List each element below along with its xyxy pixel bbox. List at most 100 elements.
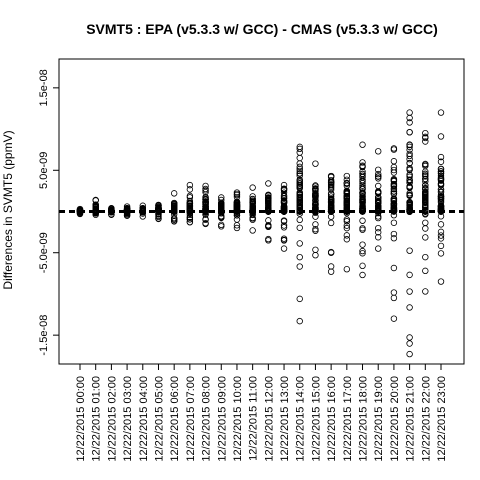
- data-point: [359, 217, 366, 224]
- data-point-min: [139, 213, 146, 220]
- data-point: [343, 188, 351, 196]
- data-point: [406, 190, 413, 197]
- data-point: [265, 195, 272, 202]
- data-point: [422, 194, 429, 202]
- data-point: [390, 230, 398, 238]
- data-point-min: [155, 215, 162, 223]
- data-point: [437, 177, 445, 184]
- data-point: [170, 203, 178, 210]
- data-point: [422, 267, 429, 275]
- data-point: [249, 216, 256, 223]
- data-point: [406, 179, 413, 186]
- data-point: [296, 184, 303, 191]
- data-point: [375, 166, 382, 173]
- data-point: [233, 193, 241, 201]
- data-point-min: [265, 237, 272, 244]
- data-point-min: [437, 278, 445, 285]
- data-point: [359, 159, 366, 166]
- data-point-min: [92, 211, 99, 218]
- data-point: [343, 216, 351, 223]
- data-point: [437, 153, 445, 161]
- data-point: [296, 149, 303, 156]
- data-point: [312, 192, 319, 199]
- y-tick-label: 5.0e-09: [38, 152, 50, 189]
- data-point: [437, 172, 445, 179]
- data-point: [375, 200, 382, 207]
- data-point-max: [155, 201, 162, 209]
- data-point: [390, 219, 398, 226]
- data-point: [422, 188, 429, 196]
- data-point: [327, 198, 335, 205]
- data-point: [406, 183, 413, 190]
- data-point: [359, 241, 366, 248]
- data-point: [375, 173, 382, 180]
- data-point: [422, 173, 429, 180]
- data-point: [249, 198, 256, 205]
- data-point: [233, 212, 241, 219]
- data-point-max: [343, 172, 351, 180]
- data-point: [406, 119, 413, 126]
- data-point: [390, 264, 398, 272]
- x-tick-label: 12/22/2015 03:00: [122, 376, 134, 462]
- x-axis: 12/22/2015 00:00 12/22/2015 01:00 12/22/20…: [75, 364, 448, 462]
- data-point: [375, 209, 382, 217]
- data-point: [280, 217, 288, 224]
- data-point: [155, 205, 162, 212]
- data-point: [296, 154, 303, 162]
- data-point: [406, 191, 413, 199]
- data-point: [296, 191, 303, 198]
- data-point: [406, 202, 413, 209]
- data-point: [359, 182, 366, 189]
- data-point: [343, 209, 351, 217]
- x-tick-label: 12/22/2015 15:00: [310, 376, 322, 462]
- x-tick-label: 12/22/2015 13:00: [279, 376, 291, 462]
- data-point: [312, 182, 319, 189]
- data-point: [422, 253, 429, 261]
- data-point: [343, 182, 351, 189]
- x-tick-label: 12/22/2015 10:00: [232, 376, 244, 462]
- x-tick-label: 12/22/2015 23:00: [436, 376, 448, 462]
- data-point: [422, 178, 429, 185]
- data-point: [296, 240, 303, 247]
- data-point: [406, 288, 413, 295]
- data-point-min: [327, 268, 335, 275]
- x-tick-label: 12/22/2015 06:00: [169, 376, 181, 462]
- data-point: [422, 168, 429, 175]
- data-point: [390, 176, 398, 183]
- data-point: [218, 213, 225, 220]
- data-point: [406, 247, 413, 254]
- data-point: [280, 237, 288, 244]
- data-point: [343, 179, 351, 187]
- data-point: [375, 170, 382, 178]
- x-tick-label: 12/22/2015 07:00: [185, 376, 197, 462]
- data-point: [422, 225, 429, 232]
- x-tick-label: 12/22/2015 16:00: [326, 376, 338, 462]
- data-point: [327, 219, 335, 227]
- data-point: [280, 224, 288, 231]
- data-point: [437, 182, 445, 189]
- data-point: [296, 182, 303, 189]
- data-point: [280, 222, 288, 229]
- x-tick-label: 12/22/2015 02:00: [106, 376, 118, 462]
- data-point: [406, 198, 413, 206]
- data-point-min: [422, 288, 429, 295]
- data-point: [265, 198, 272, 205]
- data-point: [296, 195, 303, 202]
- data-point: [422, 184, 429, 192]
- data-point: [327, 190, 335, 197]
- data-point: [265, 206, 272, 213]
- data-point: [390, 235, 398, 242]
- data-point-min: [312, 251, 319, 259]
- data-point-min: [186, 219, 194, 226]
- data-point: [422, 138, 429, 145]
- data-point: [406, 171, 413, 179]
- data-point: [312, 206, 319, 213]
- data-point-max: [390, 158, 398, 165]
- data-point: [437, 213, 445, 220]
- data-point-max: [296, 145, 303, 153]
- chart-title: SVMT5 : EPA (v5.3.3 w/ GCC) - CMAS (v5.3…: [86, 21, 438, 37]
- data-point: [406, 304, 413, 311]
- data-point: [186, 213, 194, 221]
- data-point: [312, 213, 319, 220]
